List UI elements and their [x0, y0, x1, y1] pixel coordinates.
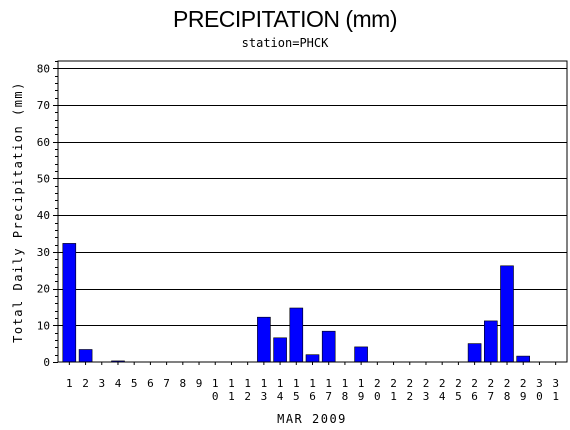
- chart-title: PRECIPITATION (mm): [173, 6, 397, 32]
- y-tick-label: 10: [37, 319, 50, 332]
- y-axis-label: Total Daily Precipitation (mm): [11, 81, 25, 343]
- x-axis: 1 2 3 4 5 6 7 8 9 1 01 11 21 31 41 51 61 71 81 92 02 12 22 32 42…: [66, 362, 559, 403]
- x-tick-label: 4: [115, 377, 122, 390]
- y-tick-label: 50: [37, 172, 50, 185]
- x-tick-label: 8: [179, 377, 186, 390]
- y-axis: 0 10 20 30 40 50 60 70 80: [37, 61, 58, 369]
- bar-day-27: [483, 320, 498, 363]
- y-tick-label: 60: [37, 136, 50, 149]
- bar-day-1: [62, 243, 77, 363]
- x-tick-label: 9: [196, 377, 203, 390]
- bar-day-29: [516, 355, 531, 363]
- bar-day-19: [354, 346, 368, 363]
- bar-day-26: [467, 343, 482, 363]
- x-tick-label: 7: [163, 377, 170, 390]
- bar-day-16: [305, 354, 320, 363]
- chart-subtitle: station=PHCK: [241, 36, 329, 50]
- plot-frame: [57, 60, 568, 363]
- x-tick-label: 2: [82, 377, 89, 390]
- x-tick-label: 3: [98, 377, 105, 390]
- x-axis-label: MAR 2009: [277, 412, 347, 426]
- y-tick-label: 0: [43, 356, 50, 369]
- x-tick-label: 5: [131, 377, 138, 390]
- x-tick-label: 1: [66, 377, 73, 390]
- grid-lines: [58, 68, 567, 326]
- bar-day-15: [289, 307, 304, 363]
- y-tick-label: 30: [37, 246, 50, 259]
- y-tick-label: 40: [37, 209, 50, 222]
- bar-day-14: [273, 337, 287, 363]
- y-tick-label: 80: [37, 62, 50, 75]
- y-tick-label: 70: [37, 99, 50, 112]
- bar-day-2: [78, 349, 93, 363]
- bar-series: [62, 243, 531, 363]
- bar-day-28: [500, 265, 514, 363]
- bar-day-17: [321, 330, 336, 363]
- bar-day-13: [257, 316, 271, 363]
- x-tick-label: 6: [147, 377, 154, 390]
- y-tick-label: 20: [37, 283, 50, 296]
